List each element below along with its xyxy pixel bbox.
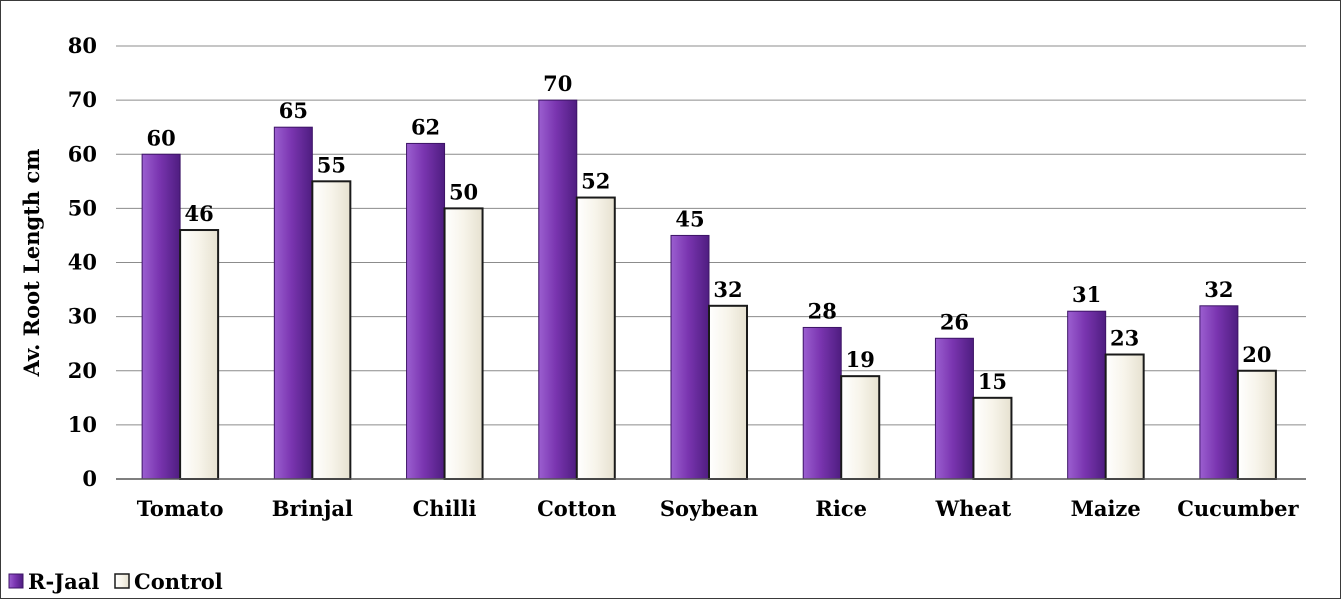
- legend-swatch-rjaal: [8, 573, 24, 589]
- data-label-control: 20: [1242, 342, 1271, 367]
- y-axis-title: Av. Root Length cm: [19, 149, 44, 378]
- bar-control: [575, 196, 616, 481]
- data-label-control: 46: [184, 201, 213, 226]
- bar-rjaal: [934, 337, 974, 480]
- data-label-rjaal: 32: [1204, 277, 1233, 302]
- bar-rjaal: [670, 234, 710, 480]
- bars: [141, 99, 1277, 481]
- bar-control: [708, 304, 748, 480]
- y-tick-label: 30: [68, 304, 97, 329]
- bar-rjaal: [273, 126, 313, 480]
- x-category-label: Brinjal: [272, 496, 353, 521]
- bar-control: [1104, 353, 1145, 481]
- bar-control: [972, 396, 1013, 480]
- legend-swatch-control: [114, 573, 130, 589]
- bar-rjaal: [802, 326, 842, 480]
- bar-rjaal: [1199, 305, 1239, 480]
- data-labels: 60 46 65 55 62 50 70 52 45 32 28 19 26 15 31 23 32 20: [146, 71, 1271, 394]
- bar-rjaal: [141, 153, 181, 480]
- y-tick-label: 60: [68, 141, 97, 166]
- x-category-label: Rice: [815, 496, 867, 521]
- data-label-control: 52: [581, 169, 610, 194]
- data-label-rjaal: 28: [808, 298, 837, 323]
- x-category-label: Soybean: [660, 496, 758, 521]
- legend-label-rjaal: R-Jaal: [28, 569, 99, 594]
- bar-control: [443, 207, 484, 480]
- y-axis-ticks: 0 10 20 30 40 50 60 70 80: [68, 33, 97, 491]
- bar-control: [179, 229, 220, 480]
- data-label-control: 50: [449, 179, 478, 204]
- y-tick-label: 70: [68, 87, 97, 112]
- data-label-rjaal: 45: [675, 206, 704, 231]
- legend: R-Jaal Control: [8, 569, 223, 594]
- data-label-rjaal: 31: [1072, 282, 1101, 307]
- bar-rjaal: [538, 99, 578, 480]
- data-label-rjaal: 26: [940, 309, 969, 334]
- x-category-label: Wheat: [935, 496, 1012, 521]
- y-tick-label: 20: [68, 358, 97, 383]
- bar-control: [1236, 369, 1277, 480]
- bar-control: [311, 180, 352, 480]
- data-label-rjaal: 62: [411, 114, 440, 139]
- data-label-control: 15: [978, 369, 1007, 394]
- data-label-rjaal: 70: [543, 71, 572, 96]
- y-tick-label: 10: [68, 412, 97, 437]
- bar-rjaal: [1067, 310, 1107, 480]
- y-tick-label: 80: [68, 33, 97, 58]
- y-tick-label: 50: [68, 195, 97, 220]
- x-axis-categories: Tomato Brinjal Chilli Cotton Soybean Rice Whea…: [137, 496, 1300, 521]
- x-category-label: Chilli: [413, 496, 477, 521]
- data-label-control: 19: [846, 347, 875, 372]
- x-category-label: Cucumber: [1177, 496, 1299, 521]
- data-label-control: 23: [1110, 326, 1139, 351]
- y-tick-label: 0: [82, 466, 97, 491]
- bar-rjaal: [406, 142, 446, 480]
- data-label-rjaal: 65: [279, 98, 308, 123]
- y-tick-label: 40: [68, 250, 97, 275]
- legend-label-control: Control: [134, 569, 223, 594]
- bar-control: [840, 375, 881, 481]
- x-category-label: Maize: [1071, 496, 1141, 521]
- x-category-label: Tomato: [137, 496, 224, 521]
- data-label-control: 55: [317, 152, 346, 177]
- data-label-control: 32: [713, 277, 742, 302]
- data-label-rjaal: 60: [146, 125, 175, 150]
- x-category-label: Cotton: [537, 496, 616, 521]
